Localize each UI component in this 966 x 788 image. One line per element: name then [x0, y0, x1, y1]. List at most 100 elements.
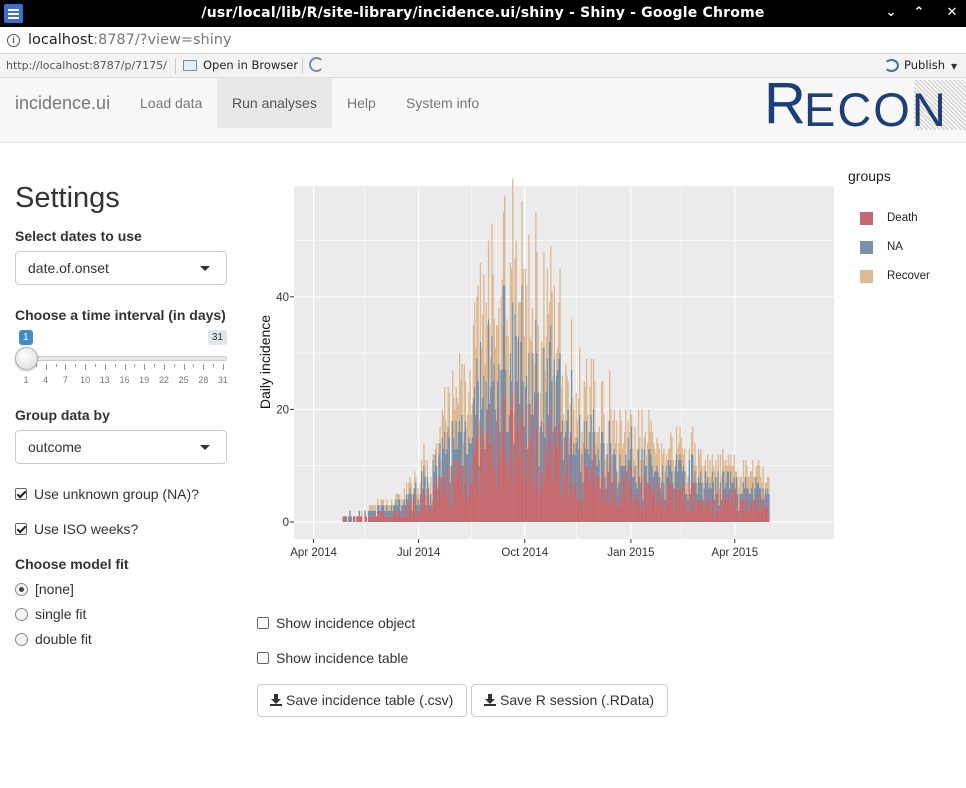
incidence-bar-death [349, 516, 351, 522]
publish-button[interactable]: Publish ▼ [884, 58, 957, 72]
incidence-bar-na [610, 443, 612, 472]
incidence-bar-na [387, 510, 389, 517]
incidence-bar-na [470, 443, 472, 483]
incidence-bar-recover [610, 409, 612, 444]
app-brand[interactable]: incidence.ui [15, 93, 111, 113]
incidence-bar-na [425, 505, 427, 511]
incidence-bar-death [716, 510, 718, 522]
incidence-bar-na [464, 420, 467, 461]
incidence-bar-recover [426, 460, 429, 477]
show-incidence-table-checkbox[interactable]: Show incidence table [257, 650, 408, 666]
tab-system-info[interactable]: System info [406, 95, 480, 111]
tab-load-data[interactable]: Load data [140, 95, 203, 111]
slider-tick [223, 364, 224, 370]
incidence-bar-na [595, 454, 597, 489]
incidence-bar-recover [669, 448, 671, 466]
incidence-bar-death [748, 510, 750, 522]
incidence-bar-death [520, 420, 522, 522]
incidence-bar-recover [516, 341, 519, 382]
incidence-bar-recover [506, 319, 508, 432]
incidence-bar-death [666, 505, 669, 522]
incidence-bar-recover [685, 471, 687, 494]
incidence-bar-death [584, 465, 587, 522]
incidence-bar-death [605, 499, 607, 522]
address-url[interactable]: localhost:8787/?view=shiny [28, 32, 232, 48]
incidence-bar-na [569, 431, 572, 483]
tab-help[interactable]: Help [347, 95, 376, 111]
radio-icon[interactable] [15, 633, 28, 646]
refresh-icon[interactable] [309, 57, 324, 72]
fit-option-none[interactable]: [none] [15, 581, 74, 597]
show-incidence-object-checkbox[interactable]: Show incidence object [257, 615, 415, 631]
incidence-bar-recover [656, 437, 658, 466]
fit-option-single[interactable]: single fit [15, 606, 86, 622]
save-r-session-button[interactable]: Save R session (.RData) [471, 684, 668, 717]
radio-icon[interactable] [15, 608, 28, 621]
incidence-bar-na [591, 460, 594, 472]
incidence-bar-recover [565, 364, 567, 432]
open-in-browser-button[interactable]: Open in Browser [183, 58, 298, 74]
checkbox-icon[interactable] [15, 488, 27, 500]
group-select[interactable]: outcome [15, 430, 227, 464]
dates-select[interactable]: date.of.onset [15, 251, 227, 285]
incidence-bar-death [405, 505, 408, 522]
interval-slider[interactable]: 1 31 1 4 7 10 13 16 19 22 25 28 31 [15, 330, 228, 390]
incidence-bar-death [462, 493, 464, 522]
slider-track[interactable] [25, 356, 227, 361]
incidence-bar-recover [555, 353, 558, 376]
y-axis-label: Daily incidence [257, 315, 273, 409]
tab-run-analyses[interactable]: Run analyses [217, 78, 332, 128]
incidence-bar-death [768, 516, 770, 522]
radio-icon[interactable] [15, 583, 28, 596]
maximize-icon[interactable]: ⌃ [913, 5, 925, 20]
incidence-bar-na [552, 431, 554, 483]
incidence-bar-death [684, 488, 686, 522]
incidence-bar-na [393, 505, 395, 511]
incidence-bar-recover [738, 488, 740, 511]
incidence-bar-recover [394, 499, 396, 506]
incidence-bar-death [379, 516, 381, 522]
incidence-bar-na [612, 454, 614, 483]
incidence-bar-death [360, 516, 363, 522]
incidence-bar-recover [385, 505, 387, 511]
checkbox-icon[interactable] [257, 652, 269, 664]
incidence-bar-na [534, 392, 536, 483]
address-bar[interactable]: i localhost:8787/?view=shiny [0, 27, 966, 54]
incidence-bar-na [348, 516, 350, 522]
minimize-icon[interactable]: ⌄ [885, 5, 897, 20]
incidence-bar-recover [658, 448, 660, 477]
iso-weeks-checkbox[interactable]: Use ISO weeks? [15, 521, 138, 537]
incidence-bar-na [568, 454, 570, 494]
incidence-bar-death [416, 516, 418, 522]
incidence-bar-death [674, 488, 677, 522]
incidence-bar-recover [550, 246, 552, 325]
incidence-bar-na [475, 415, 477, 444]
incidence-bar-na [620, 465, 622, 506]
fit-option-double[interactable]: double fit [15, 631, 92, 647]
incidence-bar-recover [617, 471, 619, 489]
incidence-bar-death [735, 493, 738, 522]
incidence-bar-death [665, 499, 667, 522]
info-icon[interactable]: i [7, 34, 20, 47]
slider-tick [65, 364, 67, 370]
incidence-bar-recover [569, 403, 572, 432]
slider-handle[interactable] [15, 347, 38, 370]
incidence-bar-death [514, 381, 516, 522]
incidence-bar-recover [705, 471, 708, 483]
checkbox-icon[interactable] [15, 523, 27, 535]
slider-tick-label: 13 [99, 375, 110, 385]
save-incidence-table-button[interactable]: Save incidence table (.csv) [257, 684, 467, 717]
incidence-bar-death [558, 420, 560, 522]
incidence-bar-na [498, 364, 500, 427]
checkbox-icon[interactable] [257, 617, 269, 629]
incidence-bar-recover [603, 415, 605, 444]
incidence-bar-na [561, 420, 564, 444]
incidence-bar-recover [373, 505, 375, 511]
incidence-bar-recover [512, 178, 514, 303]
incidence-bar-death [358, 516, 360, 522]
slider-max-bubble: 31 [207, 330, 227, 345]
use-na-checkbox[interactable]: Use unknown group (NA)? [15, 486, 199, 502]
incidence-bar-na [396, 505, 399, 517]
incidence-bar-recover [747, 476, 749, 489]
close-icon[interactable]: ✕ [946, 5, 958, 20]
